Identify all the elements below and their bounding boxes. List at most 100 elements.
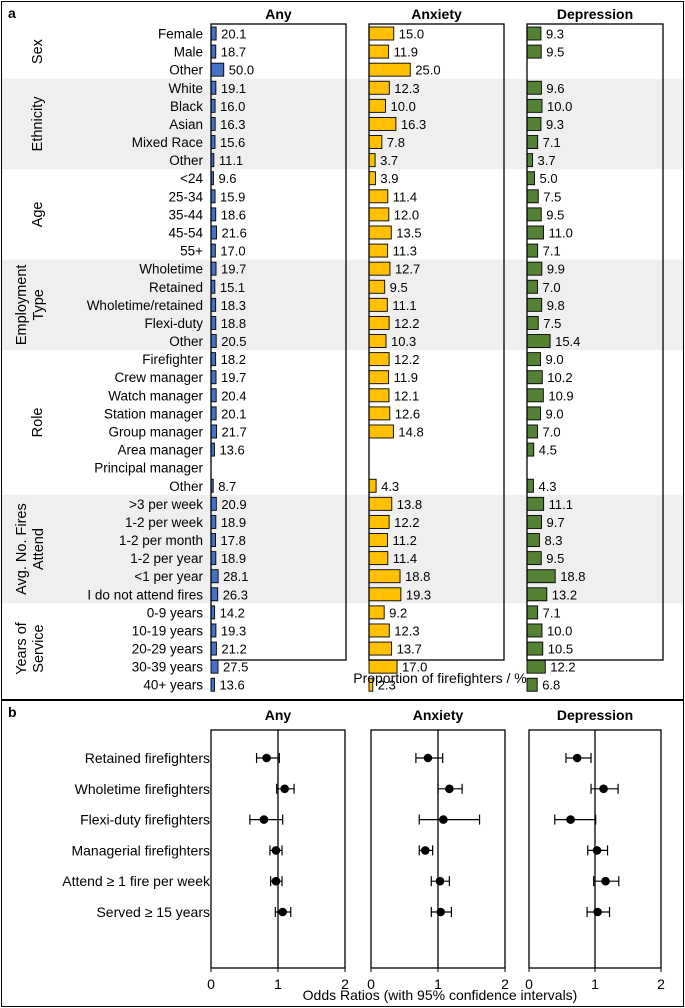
- group-label-line: Type: [31, 289, 47, 320]
- value-depression-asian: 9.3: [546, 117, 564, 132]
- value-depression-white: 9.6: [546, 81, 564, 96]
- bar-depression-ethnicity-mixed-race: [526, 135, 539, 149]
- group-label-avg-no-fires-attend: Avg. No. FiresAttend: [14, 503, 47, 595]
- bar-anxiety-sex-other: [368, 62, 411, 77]
- value-depression-watch-manager: 10.9: [548, 388, 573, 403]
- bar-any-role-watch-manager: [210, 388, 217, 403]
- bar-depression-role-firefighter: [526, 352, 541, 367]
- row-label-40-years: 40+ years: [143, 678, 203, 693]
- value-anxiety-female: 15.0: [399, 27, 424, 42]
- bar-depression-role-group-manager: [526, 424, 538, 439]
- row-label-asian: Asian: [169, 117, 203, 132]
- bar-any-sex-female: [210, 26, 217, 41]
- value-depression-45-54: 11.0: [549, 225, 573, 240]
- bar-any-employment-type-wholetime: [210, 261, 217, 276]
- value-depression-1-2-per-year: 9.5: [546, 551, 564, 566]
- bar-anxiety-employment-type-other: [368, 334, 387, 348]
- group-label-line: Age: [30, 201, 46, 227]
- value-anxiety-retained: 9.5: [390, 280, 408, 295]
- value-anxiety-1-2-per-week: 12.2: [394, 515, 419, 530]
- row-label-area-manager: Area manager: [117, 443, 203, 458]
- row-label-i-do-not-attend-fires: I do not attend fires: [87, 587, 203, 602]
- bar-depression-age-45-54: [526, 225, 544, 240]
- panel-a-xlabel: Proportion of firefighters / %: [353, 670, 527, 686]
- value-anxiety-35-44: 12.0: [394, 207, 419, 222]
- bar-anxiety-role-other: [368, 478, 377, 493]
- value-anxiety-other: 3.7: [380, 153, 398, 168]
- value-depression-retained: 7.0: [543, 280, 561, 295]
- group-label-employment-type: EmploymentType: [14, 265, 47, 346]
- or-row-label-2: Wholetime firefighters: [75, 781, 210, 797]
- bar-any-avg-no-fires-attend-1-per-year: [210, 569, 219, 584]
- row-label-1-per-year: <1 per year: [134, 569, 203, 584]
- bar-any-avg-no-fires-attend-3-per-week: [210, 496, 217, 511]
- row-label-24: <24: [180, 171, 203, 186]
- bar-depression-years-of-service-20-29-years: [526, 641, 544, 656]
- group-label-line: Avg. No. Fires: [14, 503, 30, 595]
- group-label-line: Attend: [31, 528, 47, 570]
- value-depression-other: 3.7: [538, 153, 556, 168]
- value-depression-0-9-years: 7.1: [543, 605, 561, 620]
- value-depression-40-years: 6.8: [542, 678, 560, 693]
- bar-anxiety-sex-female: [368, 26, 395, 41]
- value-any-40-years: 13.6: [219, 678, 244, 693]
- row-label-group-manager: Group manager: [108, 424, 203, 439]
- value-anxiety-crew-manager: 11.9: [394, 370, 418, 385]
- bar-anxiety-avg-no-fires-attend-1-2-per-week: [368, 514, 390, 529]
- bar-anxiety-avg-no-fires-attend-1-per-year: [368, 569, 401, 584]
- row-label-3-per-week: >3 per week: [129, 497, 203, 512]
- bar-depression-role-other: [526, 478, 534, 493]
- bar-any-avg-no-fires-attend-1-2-per-year: [210, 551, 217, 566]
- row-label-flexi-duty: Flexi-duty: [144, 316, 203, 331]
- bar-anxiety-age-24: [368, 171, 376, 186]
- bar-depression-ethnicity-white: [526, 80, 542, 95]
- x-tick-label-anxiety-0: 0: [367, 976, 375, 992]
- column-title-any: Any: [265, 6, 292, 22]
- bar-anxiety-years-of-service-0-9-years: [368, 605, 385, 620]
- bar-depression-sex-male: [526, 44, 542, 59]
- value-any-male: 18.7: [221, 45, 246, 60]
- bar-anxiety-age-25-34: [368, 189, 389, 204]
- panel-a-label: a: [8, 5, 16, 21]
- or-point-depression-5: [601, 876, 610, 886]
- x-tick-label-any-2: 2: [341, 976, 349, 992]
- value-anxiety-i-do-not-attend-fires: 19.3: [406, 587, 431, 602]
- or-point-depression-4: [592, 846, 602, 855]
- value-any-55: 17.0: [220, 244, 245, 259]
- row-label-principal-manager: Principal manager: [94, 461, 203, 476]
- bar-any-years-of-service-40-years: [210, 677, 215, 692]
- bar-depression-avg-no-fires-attend-1-per-year: [526, 569, 556, 584]
- bar-any-age-45-54: [210, 225, 217, 240]
- value-depression-25-34: 7.5: [543, 189, 561, 204]
- bar-any-role-station-manager: [210, 406, 217, 421]
- value-anxiety-station-manager: 12.6: [395, 406, 420, 421]
- group-label-years-of-service: Years ofService: [14, 621, 47, 675]
- column-title-anxiety: Anxiety: [411, 6, 462, 22]
- bar-anxiety-role-station-manager: [368, 406, 391, 421]
- bar-depression-role-station-manager: [526, 406, 541, 421]
- x-tick-label-any-0: 0: [207, 976, 215, 992]
- bar-depression-years-of-service-0-9-years: [526, 605, 539, 620]
- value-depression-black: 10.0: [547, 99, 572, 114]
- value-any-3-per-week: 20.9: [221, 497, 246, 512]
- row-label-retained: Retained: [149, 280, 203, 295]
- value-anxiety-55: 11.3: [393, 244, 417, 259]
- value-anxiety-24: 3.9: [380, 171, 398, 186]
- bar-depression-ethnicity-black: [526, 98, 543, 113]
- value-any-wholetime-retained: 18.3: [221, 298, 246, 313]
- value-any-other: 8.7: [218, 479, 236, 494]
- value-any-group-manager: 21.7: [222, 424, 247, 439]
- bar-depression-ethnicity-asian: [526, 116, 542, 131]
- value-any-other: 50.0: [229, 63, 254, 78]
- group-label-line: Ethnicity: [30, 96, 46, 152]
- value-any-0-9-years: 14.2: [220, 605, 245, 620]
- value-any-25-34: 15.9: [220, 189, 245, 204]
- value-depression-35-44: 9.5: [546, 207, 564, 222]
- value-depression-crew-manager: 10.2: [547, 370, 572, 385]
- bar-anxiety-avg-no-fires-attend-3-per-week: [368, 496, 393, 511]
- bar-anxiety-age-35-44: [368, 207, 390, 222]
- bar-any-years-of-service-30-39-years: [210, 659, 219, 674]
- bar-anxiety-role-firefighter: [368, 352, 390, 367]
- bar-any-employment-type-flexi-duty: [210, 315, 217, 330]
- bar-anxiety-ethnicity-black: [368, 98, 386, 113]
